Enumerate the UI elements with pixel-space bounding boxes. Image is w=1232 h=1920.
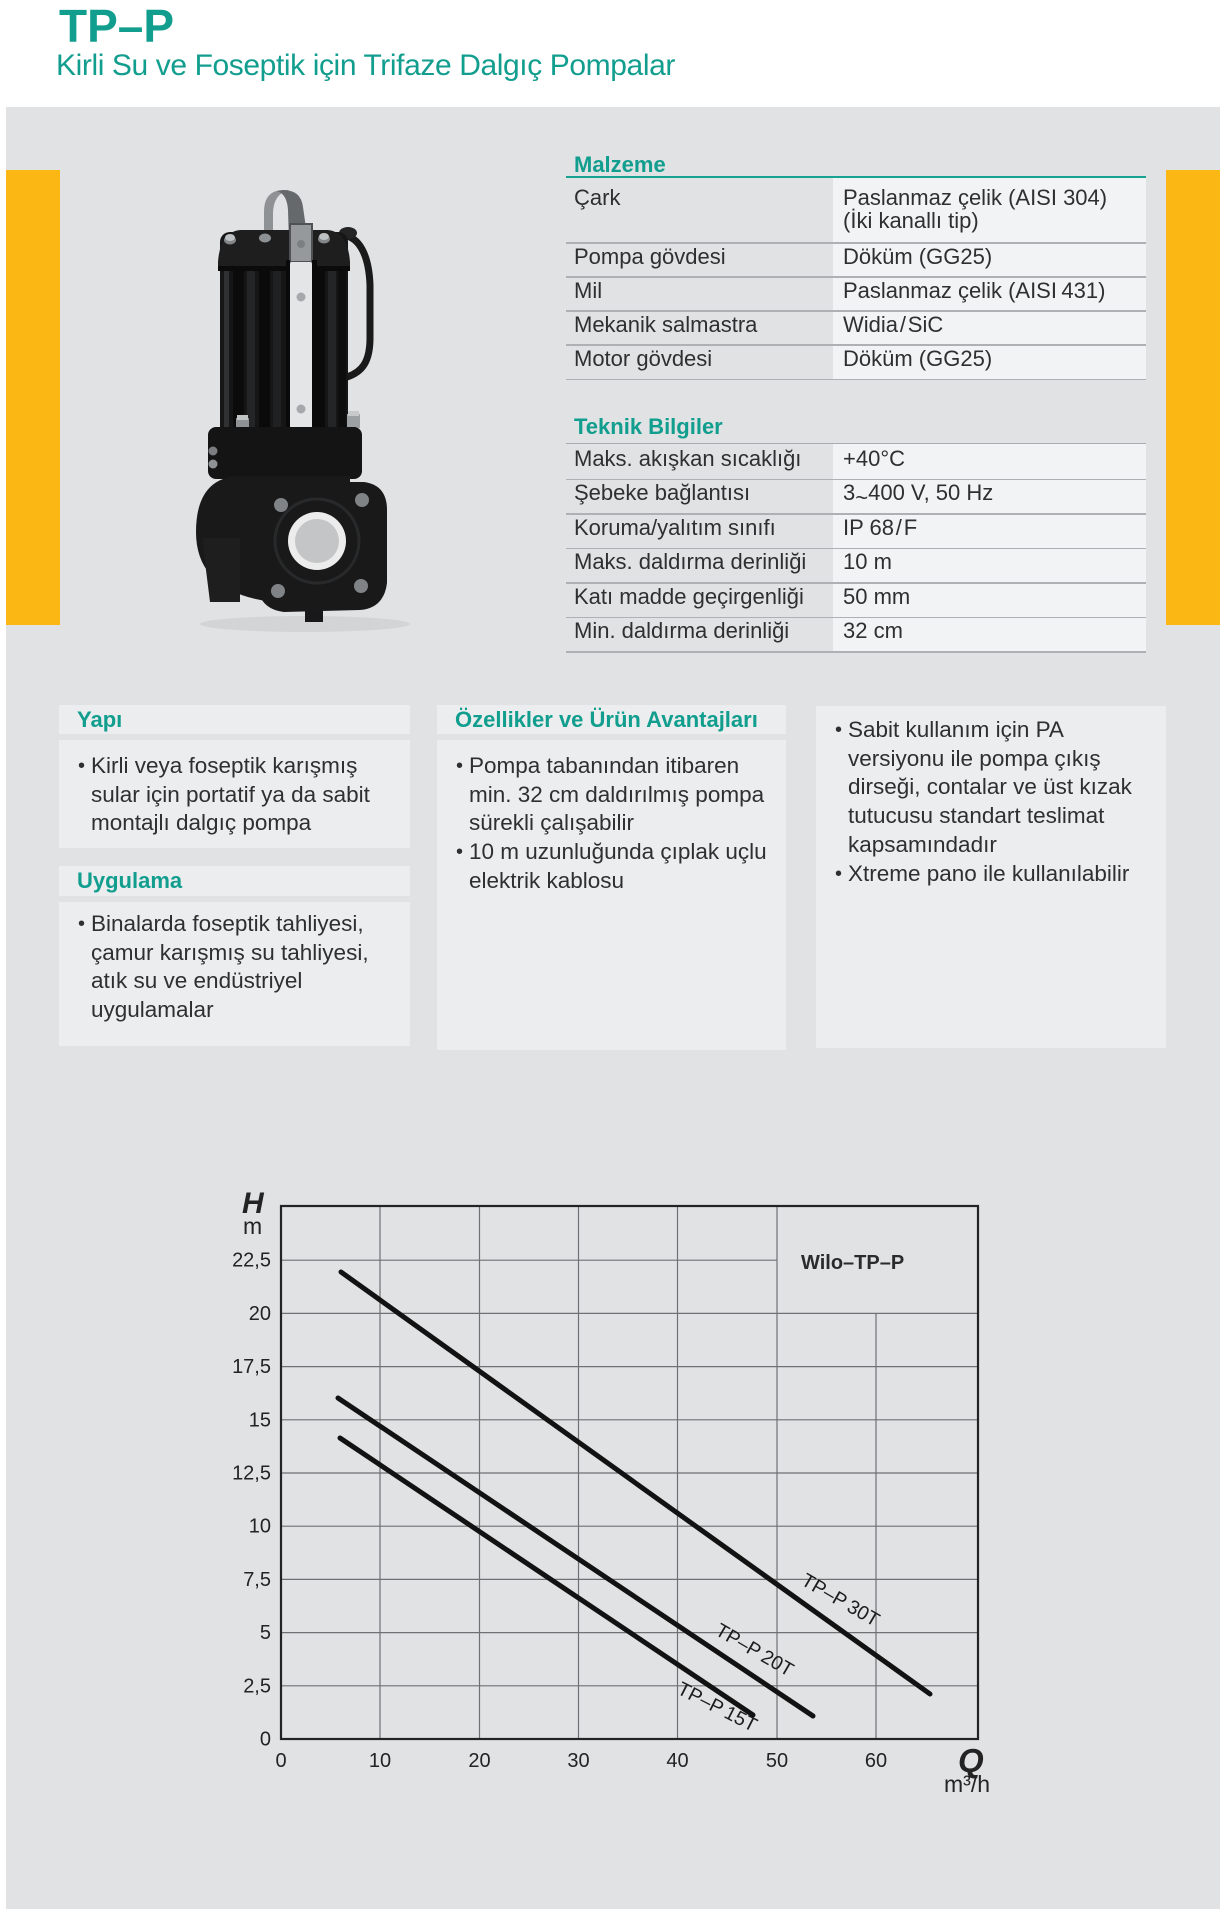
svg-text:12,5: 12,5 bbox=[232, 1463, 271, 1485]
svg-text:40: 40 bbox=[666, 1750, 688, 1772]
svg-text:TP–P 15T: TP–P 15T bbox=[674, 1678, 761, 1737]
svg-text:60: 60 bbox=[865, 1750, 887, 1772]
svg-text:Q: Q bbox=[958, 1742, 984, 1779]
svg-text:H: H bbox=[242, 1187, 265, 1220]
svg-text:50: 50 bbox=[766, 1750, 788, 1772]
svg-text:TP–P 30T: TP–P 30T bbox=[798, 1569, 884, 1631]
svg-text:2,5: 2,5 bbox=[243, 1675, 271, 1697]
svg-text:5: 5 bbox=[260, 1622, 271, 1644]
svg-text:10: 10 bbox=[249, 1516, 271, 1538]
svg-text:0: 0 bbox=[275, 1750, 286, 1772]
svg-text:22,5: 22,5 bbox=[232, 1250, 271, 1272]
svg-text:m: m bbox=[243, 1213, 262, 1239]
svg-text:Wilo–TP–P: Wilo–TP–P bbox=[801, 1252, 904, 1274]
svg-text:20: 20 bbox=[468, 1750, 490, 1772]
svg-text:m³/h: m³/h bbox=[944, 1771, 990, 1797]
svg-text:20: 20 bbox=[249, 1303, 271, 1325]
svg-text:10: 10 bbox=[369, 1750, 391, 1772]
svg-text:30: 30 bbox=[567, 1750, 589, 1772]
svg-text:15: 15 bbox=[249, 1409, 271, 1431]
svg-text:0: 0 bbox=[260, 1729, 271, 1751]
svg-text:17,5: 17,5 bbox=[232, 1356, 271, 1378]
svg-text:TP–P 20T: TP–P 20T bbox=[712, 1619, 798, 1681]
svg-text:7,5: 7,5 bbox=[243, 1569, 271, 1591]
